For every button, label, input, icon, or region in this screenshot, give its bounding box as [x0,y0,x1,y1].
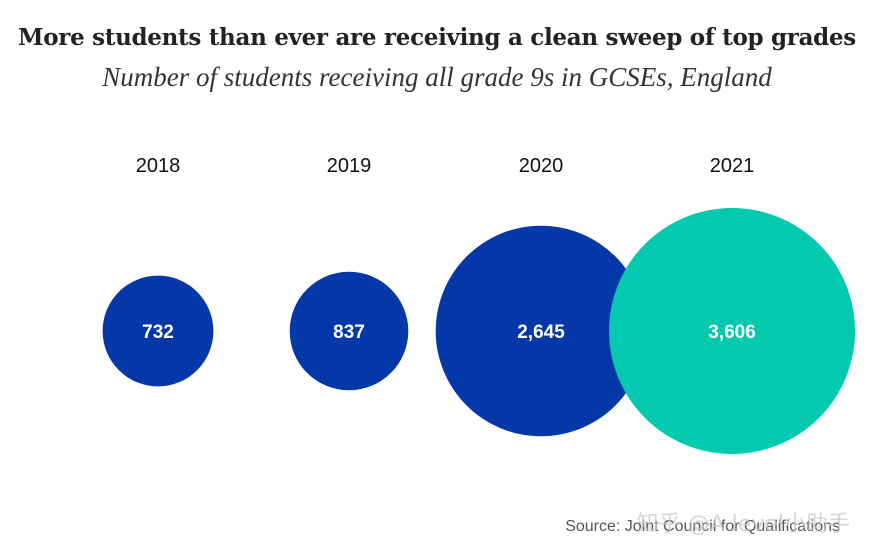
bubble-2018 [102,275,214,387]
bubble-2021 [609,208,855,454]
watermark: 知乎 @A level小助手 [636,512,850,537]
value-label-2019: 837 [333,322,365,343]
year-label-2021: 2021 [710,155,755,177]
value-label-2018: 732 [142,322,174,343]
chart-title: More students than ever are receiving a … [18,24,856,51]
year-label-2018: 2018 [136,155,181,177]
bubble-2019 [289,271,409,391]
year-label-2019: 2019 [327,155,372,177]
value-label-2020: 2,645 [517,322,565,343]
chart-subtitle: Number of students receiving all grade 9… [102,62,772,92]
source-note: Source: Joint Council for Qualifications [565,518,840,535]
value-label-2021: 3,606 [708,322,756,343]
year-label-2020: 2020 [519,155,564,177]
bubble-2020 [435,225,647,437]
